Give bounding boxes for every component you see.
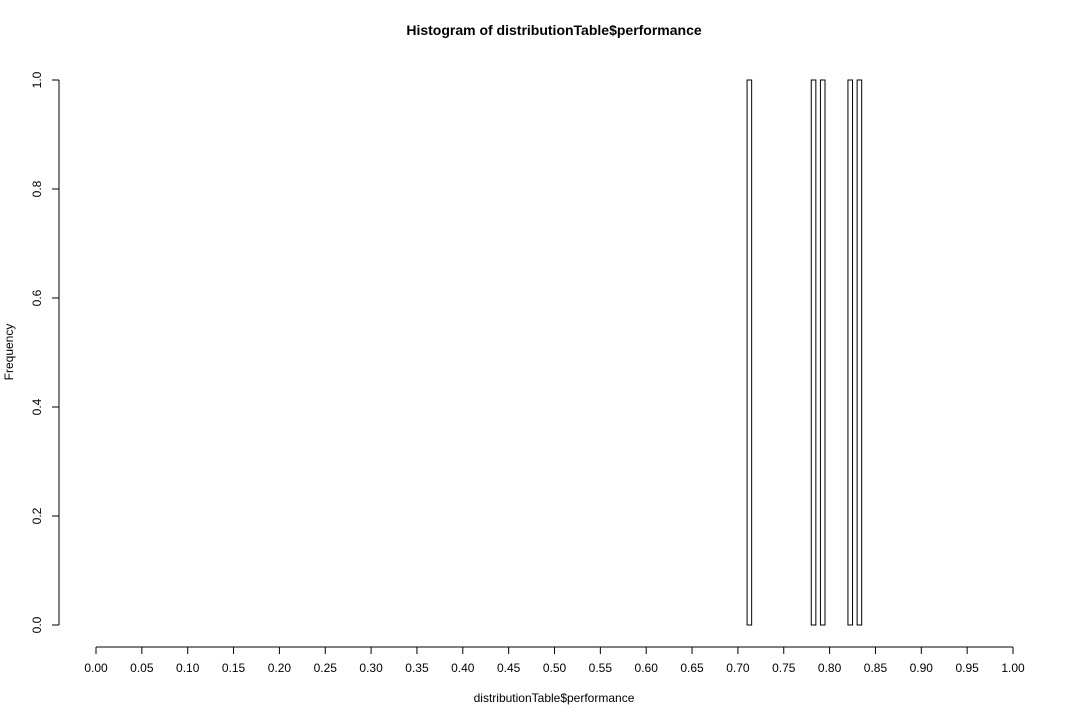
x-tick-label: 0.15 [222, 661, 246, 675]
histogram-bar [819, 79, 826, 626]
x-tick-label: 1.00 [1001, 661, 1025, 675]
x-tick-label: 0.70 [726, 661, 750, 675]
x-tick-label: 0.90 [910, 661, 934, 675]
y-axis-label: Frequency [2, 324, 16, 381]
histogram-bar [810, 79, 817, 626]
x-tick-label: 0.40 [451, 661, 475, 675]
x-tick-label: 0.60 [635, 661, 659, 675]
y-tick-label: 0.2 [30, 507, 44, 524]
y-tick-label: 1.0 [30, 71, 44, 88]
x-tick-label: 0.85 [864, 661, 888, 675]
y-tick-label: 0.8 [30, 180, 44, 197]
x-tick-label: 0.05 [130, 661, 154, 675]
x-tick-label: 0.20 [268, 661, 292, 675]
x-axis: 0.00 0.05 0.10 0.15 0.20 0.25 0.30 0.35 0.40 0.45… [84, 646, 1025, 675]
x-tick-label: 0.65 [680, 661, 704, 675]
x-tick-label: 0.55 [589, 661, 613, 675]
y-tick-label: 0.6 [30, 289, 44, 306]
histogram-bar [856, 79, 863, 626]
x-tick-label: 0.80 [818, 661, 842, 675]
x-tick-label: 0.95 [955, 661, 979, 675]
histogram-bar [746, 79, 753, 626]
x-tick-label: 0.45 [497, 661, 521, 675]
histogram-bars [746, 79, 863, 626]
y-tick-label: 0.0 [30, 616, 44, 633]
x-tick-label: 0.75 [772, 661, 796, 675]
chart-title: Histogram of distributionTable$performan… [406, 22, 702, 38]
x-tick-label: 0.30 [359, 661, 383, 675]
histogram-bar [847, 79, 854, 626]
x-tick-label: 0.50 [543, 661, 567, 675]
y-axis: 0.0 0.2 0.4 0.6 0.8 1.0 [30, 71, 60, 633]
x-axis-label: distributionTable$performance [474, 691, 635, 705]
x-tick-label: 0.10 [176, 661, 200, 675]
y-tick-label: 0.4 [30, 398, 44, 415]
x-tick-label: 0.25 [314, 661, 338, 675]
x-tick-label: 0.00 [84, 661, 108, 675]
x-tick-label: 0.35 [405, 661, 429, 675]
